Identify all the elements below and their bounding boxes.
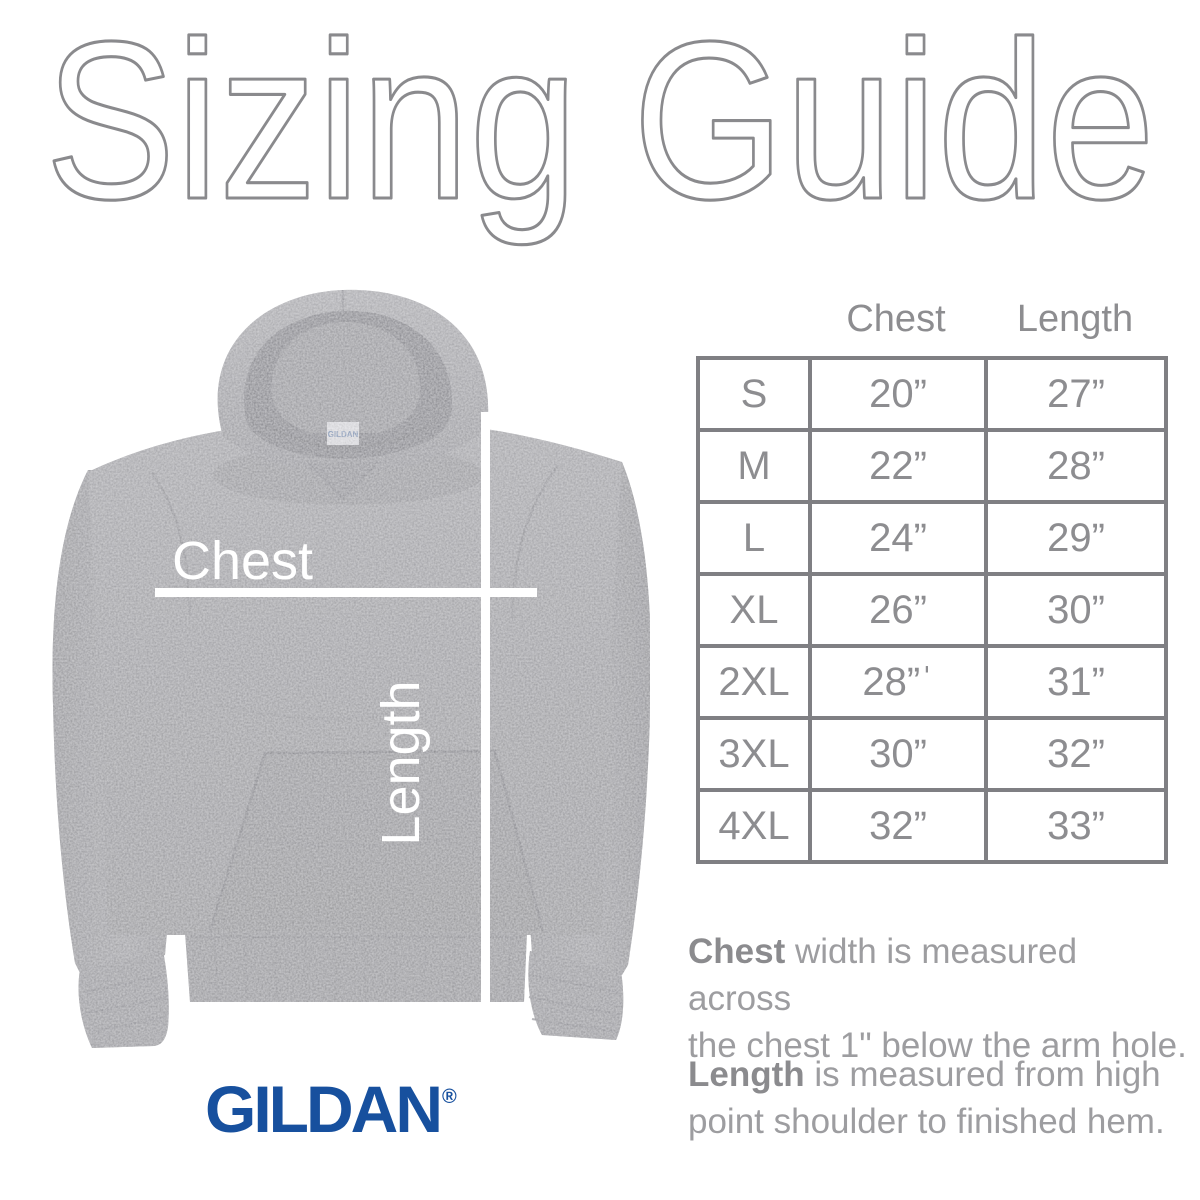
length-note-line1: is measured from high bbox=[804, 1055, 1161, 1094]
chest-note-line2: the chest 1" below the arm hole. bbox=[688, 1026, 1187, 1065]
length-cell: 31” bbox=[984, 644, 1168, 720]
size-row-m: M 22” 28” bbox=[696, 428, 1168, 504]
column-header-length: Length bbox=[1016, 298, 1134, 340]
length-cell: 28” bbox=[984, 428, 1168, 504]
column-header-chest: Chest bbox=[846, 298, 946, 340]
chest-cell: 26” bbox=[808, 572, 988, 648]
length-measure-line bbox=[481, 412, 490, 1002]
page-title: Sizing Guide bbox=[45, 6, 1155, 246]
size-cell: 2XL bbox=[696, 644, 812, 720]
size-chart-table: S 20” 27” M 22” 28” L 24” 29” XL 26” 30”… bbox=[696, 356, 1168, 864]
chest-cell: 30” bbox=[808, 716, 988, 792]
length-note: Length is measured from high point shoul… bbox=[688, 1051, 1188, 1145]
length-note-line2: point shoulder to finished hem. bbox=[688, 1102, 1165, 1141]
hoodie-v-neck bbox=[308, 462, 378, 499]
length-note-term: Length bbox=[688, 1055, 805, 1094]
size-cell: L bbox=[696, 500, 812, 576]
chest-cell: 32” bbox=[808, 788, 988, 864]
brand-logo: GILDAN ® bbox=[205, 1076, 457, 1142]
hoodie-hem bbox=[185, 932, 527, 1002]
size-row-xl: XL 26” 30” bbox=[696, 572, 1168, 648]
neck-tag-text: GILDAN bbox=[328, 430, 359, 439]
hoodie-photo: GILDAN bbox=[52, 289, 650, 1048]
hoodie-left-cuff bbox=[78, 951, 169, 1048]
size-cell: XL bbox=[696, 572, 812, 648]
neck-tag bbox=[327, 422, 359, 445]
length-measure-label: Length bbox=[371, 680, 431, 846]
chest-cell: 28”ˈ bbox=[808, 644, 988, 720]
brand-logo-text: GILDAN bbox=[205, 1072, 443, 1146]
size-cell: M bbox=[696, 428, 812, 504]
chest-cell: 24” bbox=[808, 500, 988, 576]
hoodie-shape-group: GILDAN bbox=[52, 289, 650, 1048]
length-cell: 32” bbox=[984, 716, 1168, 792]
registered-trademark-icon: ® bbox=[441, 1086, 457, 1108]
hoodie-right-cuff bbox=[528, 951, 624, 1040]
chest-note-term: Chest bbox=[688, 932, 786, 971]
size-row-s: S 20” 27” bbox=[696, 356, 1168, 432]
size-row-2xl: 2XL 28”ˈ 31” bbox=[696, 644, 1168, 720]
chest-cell: 20” bbox=[808, 356, 988, 432]
length-cell: 30” bbox=[984, 572, 1168, 648]
chest-cell: 22” bbox=[808, 428, 988, 504]
page-title-svg: Sizing Guide bbox=[43, 6, 1156, 248]
length-cell: 29” bbox=[984, 500, 1168, 576]
length-cell: 33” bbox=[984, 788, 1168, 864]
size-cell: 3XL bbox=[696, 716, 812, 792]
chest-measure-label: Chest bbox=[172, 531, 314, 591]
chest-measure-line bbox=[155, 588, 537, 597]
length-cell: 27” bbox=[984, 356, 1168, 432]
chest-note: Chest width is measured across the chest… bbox=[688, 928, 1188, 1069]
size-row-3xl: 3XL 30” 32” bbox=[696, 716, 1168, 792]
size-cell: S bbox=[696, 356, 812, 432]
size-row-4xl: 4XL 32” 33” bbox=[696, 788, 1168, 864]
hoodie-pocket bbox=[208, 749, 545, 932]
chest-note-line1: width is measured across bbox=[688, 932, 1078, 1018]
size-row-l: L 24” 29” bbox=[696, 500, 1168, 576]
size-cell: 4XL bbox=[696, 788, 812, 864]
